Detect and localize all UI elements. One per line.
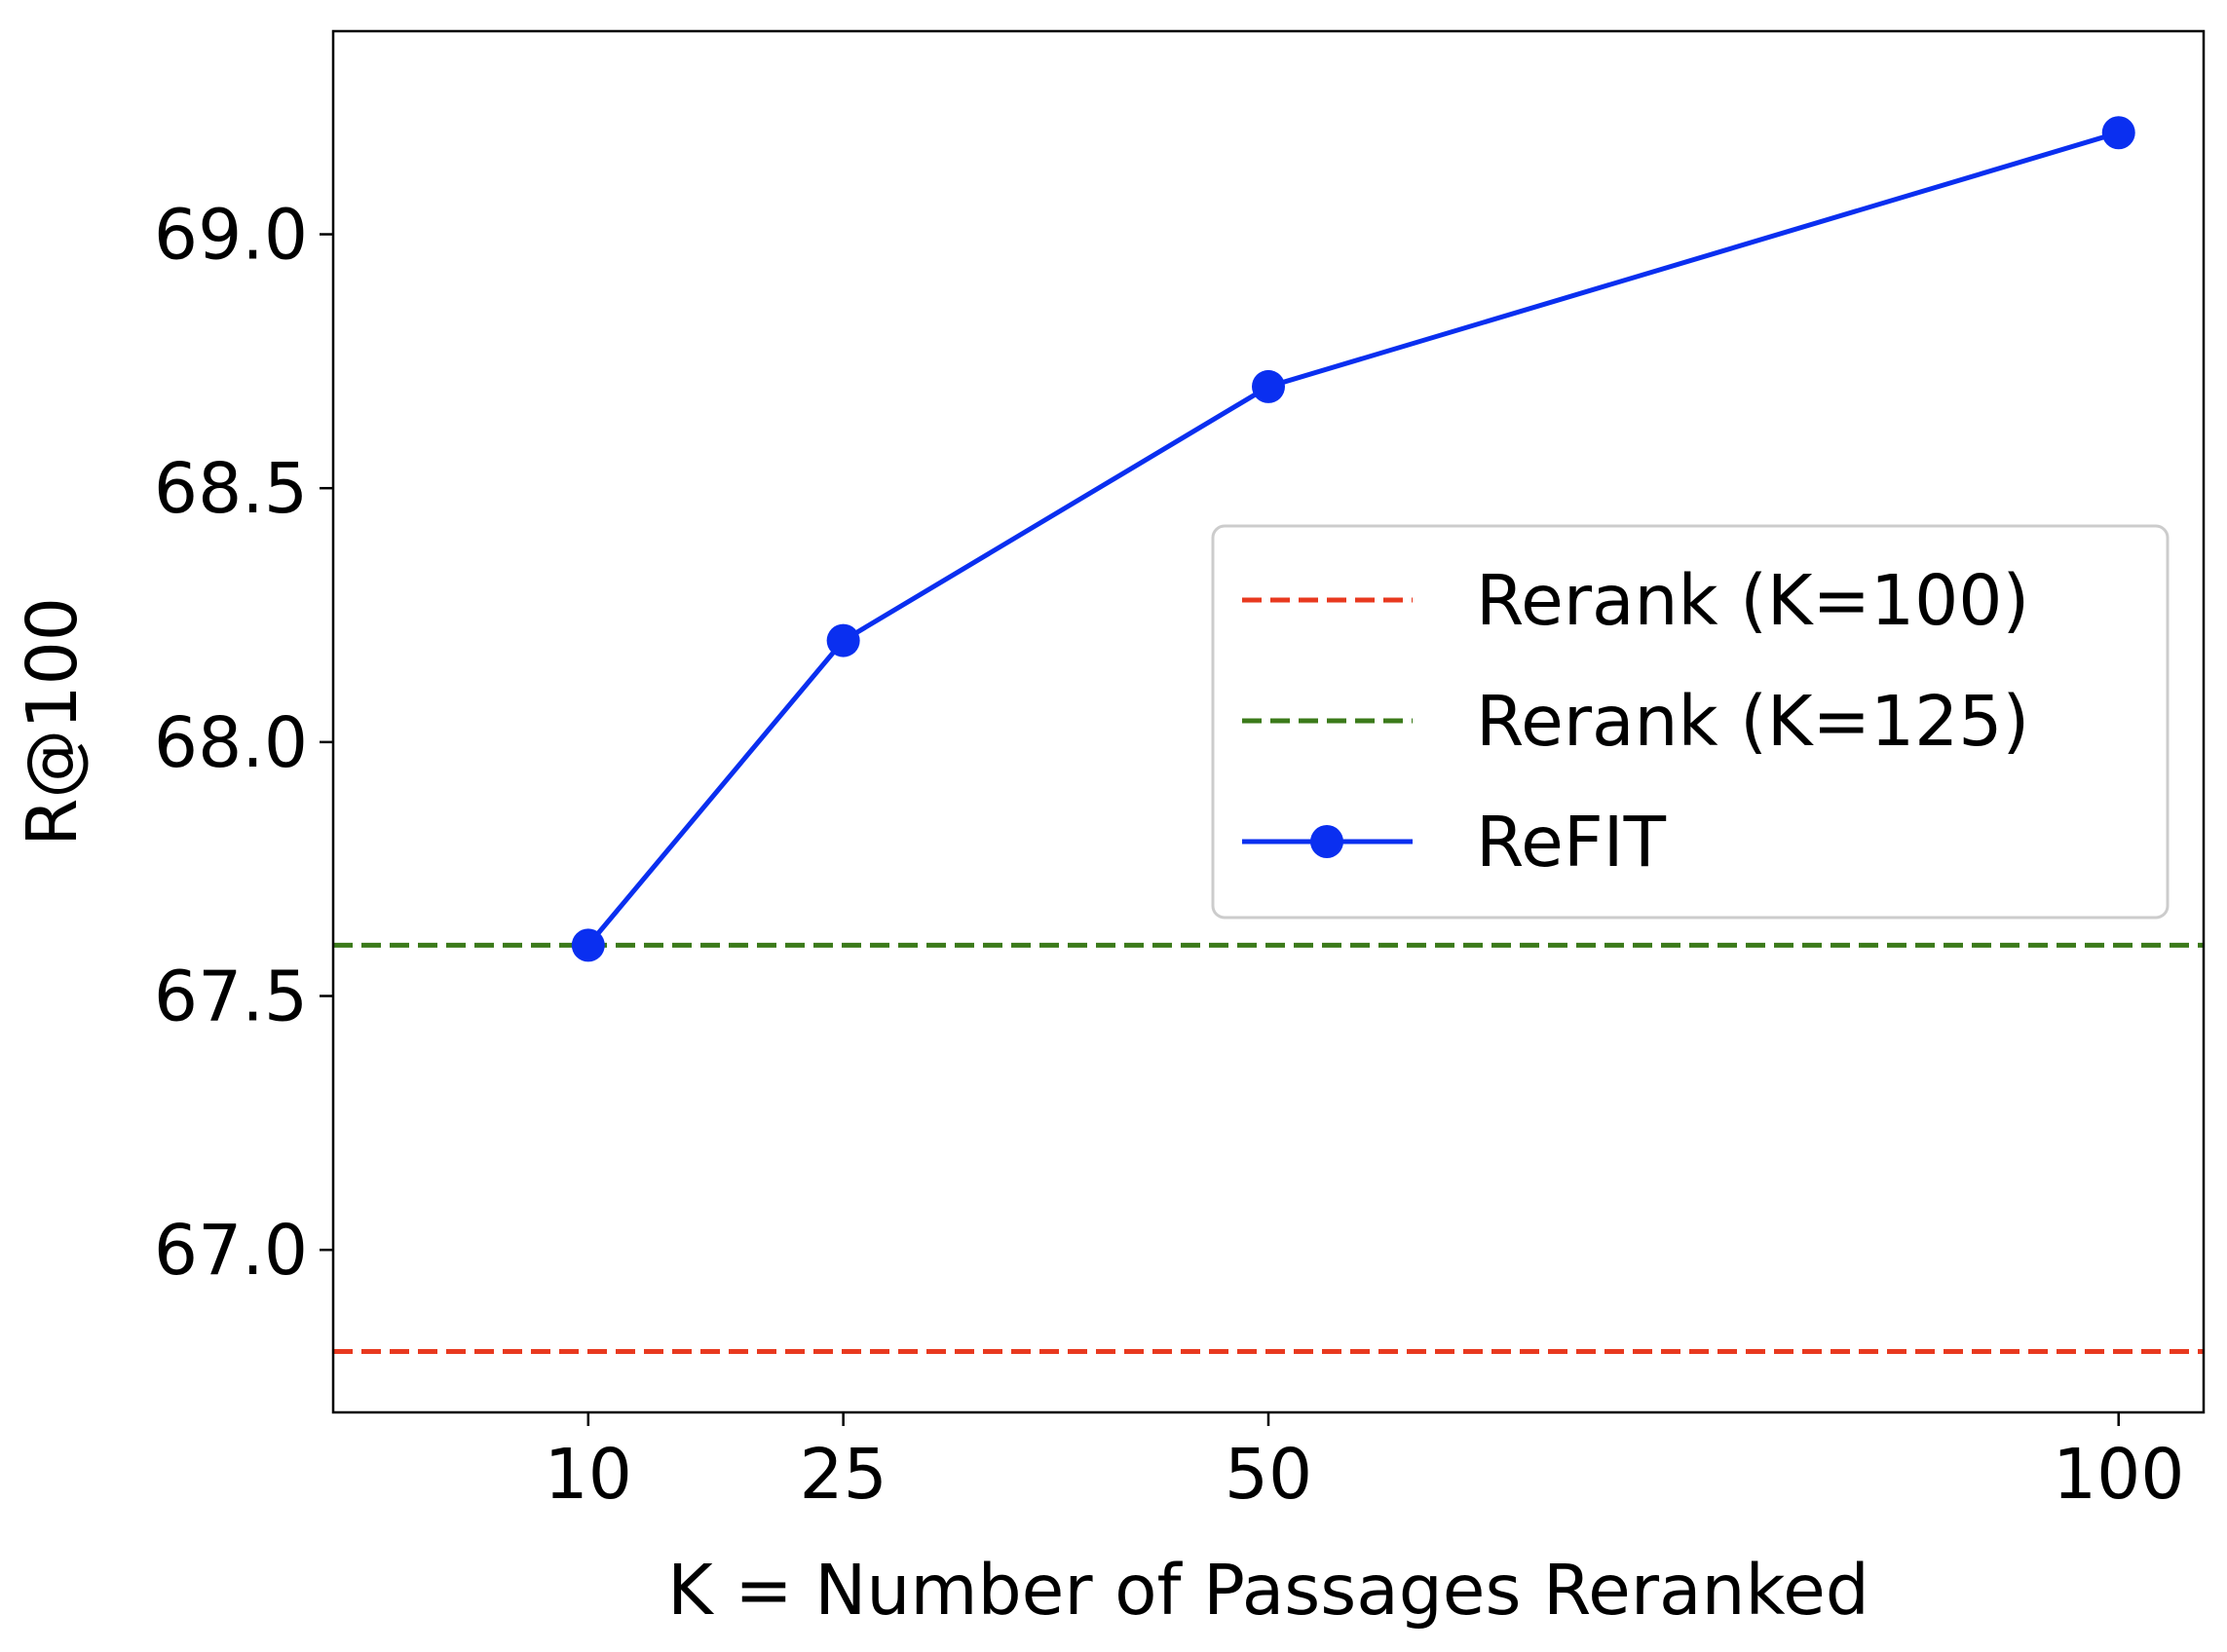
series-line-refit: [585, 130, 2120, 947]
y-axis-title: R@100: [12, 597, 93, 846]
legend-label: ReFIT: [1476, 802, 1667, 882]
y-tick-label: 69.0: [154, 195, 308, 276]
y-tick-label: 67.0: [154, 1210, 308, 1291]
legend-marker: [1310, 825, 1343, 858]
ticks-layer: 67.0 67.5 68.0 68.5 69.0 10 25 50 100: [154, 195, 2185, 1515]
data-point-refit: [2101, 116, 2135, 150]
data-point-refit: [571, 928, 605, 962]
y-tick-label: 68.5: [154, 448, 308, 529]
y-tick-label: 67.5: [154, 957, 308, 1037]
x-tick-label: 25: [799, 1434, 887, 1515]
data-point-refit: [1252, 369, 1285, 403]
data-point-refit: [826, 623, 860, 657]
legend-box: [1211, 524, 2170, 920]
legend: Rerank (K=100) Rerank (K=125) ReFIT: [1211, 524, 2170, 920]
series-layer: [333, 116, 2204, 1354]
x-axis-title: K = Number of Passages Reranked: [667, 1550, 1869, 1631]
legend-label: Rerank (K=100): [1476, 560, 2029, 641]
x-tick-label: 50: [1225, 1434, 1312, 1515]
legend-label: Rerank (K=125): [1476, 681, 2029, 762]
x-tick-label: 10: [545, 1434, 632, 1515]
x-tick-label: 100: [2053, 1434, 2185, 1515]
y-tick-label: 68.0: [154, 702, 308, 783]
